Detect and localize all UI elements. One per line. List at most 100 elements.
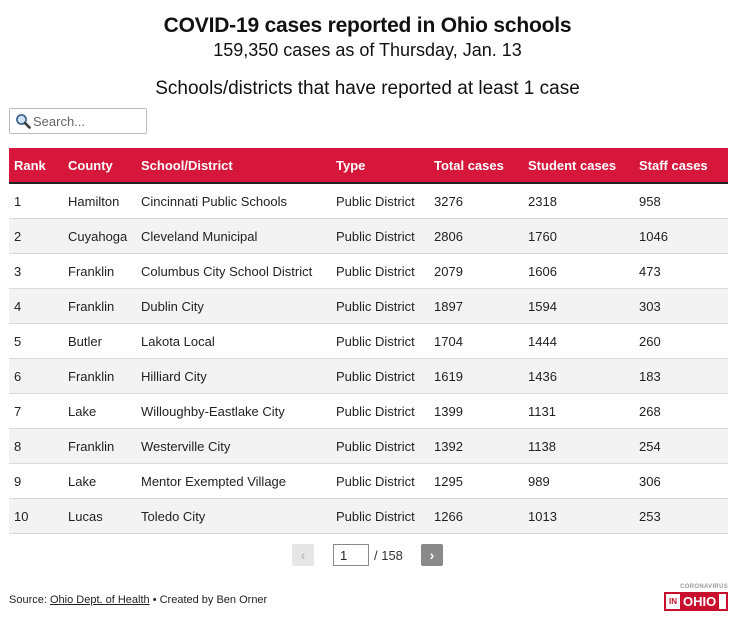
cell-total-cases: 1295 (429, 463, 523, 499)
page-total: / 158 (374, 547, 403, 563)
cell-total-cases: 1619 (429, 358, 523, 394)
table-row: 4 Franklin Dublin City Public District 1… (9, 288, 728, 324)
pagination: ‹ / 158 › (292, 543, 443, 567)
table-header-row: Rank County School/District Type Total c… (9, 148, 728, 184)
cell-staff-cases: 473 (634, 253, 728, 289)
cell-total-cases: 1704 (429, 323, 523, 359)
cell-school: Cleveland Municipal (136, 218, 331, 254)
cell-student-cases: 1131 (523, 393, 634, 429)
cell-staff-cases: 183 (634, 358, 728, 394)
cases-table: Rank County School/District Type Total c… (9, 148, 728, 534)
table-row: 1 Hamilton Cincinnati Public Schools Pub… (9, 183, 728, 219)
cell-student-cases: 989 (523, 463, 634, 499)
cell-student-cases: 1606 (523, 253, 634, 289)
table-row: 5 Butler Lakota Local Public District 17… (9, 323, 728, 359)
table-row: 2 Cuyahoga Cleveland Municipal Public Di… (9, 218, 728, 254)
table-row: 6 Franklin Hilliard City Public District… (9, 358, 728, 394)
cell-school: Lakota Local (136, 323, 331, 359)
cell-county: Hamilton (63, 183, 136, 219)
col-header-type[interactable]: Type (331, 148, 429, 184)
next-page-button[interactable]: › (420, 544, 443, 566)
cell-rank: 10 (9, 498, 63, 534)
col-header-county[interactable]: County (63, 148, 136, 184)
cell-county: Franklin (63, 358, 136, 394)
table-row: 3 Franklin Columbus City School District… (9, 253, 728, 289)
cell-county: Lake (63, 393, 136, 429)
cell-county: Franklin (63, 288, 136, 324)
col-header-rank[interactable]: Rank (9, 148, 63, 184)
cell-school: Willoughby-Eastlake City (136, 393, 331, 429)
cell-type: Public District (331, 323, 429, 359)
cell-school: Columbus City School District (136, 253, 331, 289)
cell-school: Hilliard City (136, 358, 331, 394)
cell-rank: 4 (9, 288, 63, 324)
cell-rank: 1 (9, 183, 63, 219)
cell-staff-cases: 958 (634, 183, 728, 219)
logo-box: IN OHIO (664, 592, 728, 611)
cell-rank: 7 (9, 393, 63, 429)
cell-school: Westerville City (136, 428, 331, 464)
table-row: 9 Lake Mentor Exempted Village Public Di… (9, 463, 728, 499)
cell-school: Mentor Exempted Village (136, 463, 331, 499)
search-input[interactable] (33, 113, 143, 129)
col-header-school[interactable]: School/District (136, 148, 331, 184)
credit-text: • Created by Ben Orner (149, 594, 268, 606)
logo-in-text: IN (669, 597, 677, 606)
source-link[interactable]: Ohio Dept. of Health (49, 594, 150, 606)
cell-type: Public District (331, 393, 429, 429)
page-title: COVID-19 cases reported in Ohio schools (163, 14, 572, 37)
page-subtitle: 159,350 cases as of Thursday, Jan. 13 (213, 40, 522, 60)
cell-rank: 6 (9, 358, 63, 394)
cell-student-cases: 1760 (523, 218, 634, 254)
cell-rank: 2 (9, 218, 63, 254)
cell-staff-cases: 260 (634, 323, 728, 359)
table-row: 10 Lucas Toledo City Public District 126… (9, 498, 728, 534)
table-row: 8 Franklin Westerville City Public Distr… (9, 428, 728, 464)
cell-student-cases: 1444 (523, 323, 634, 359)
prev-page-button[interactable]: ‹ (292, 544, 314, 566)
cell-type: Public District (331, 288, 429, 324)
cell-staff-cases: 254 (634, 428, 728, 464)
cell-total-cases: 1266 (429, 498, 523, 534)
cell-student-cases: 1594 (523, 288, 634, 324)
cell-student-cases: 1138 (523, 428, 634, 464)
cell-staff-cases: 253 (634, 498, 728, 534)
table-row: 7 Lake Willoughby-Eastlake City Public D… (9, 393, 728, 429)
cell-type: Public District (331, 253, 429, 289)
cell-county: Butler (63, 323, 136, 359)
cell-staff-cases: 306 (634, 463, 728, 499)
cell-school: Dublin City (136, 288, 331, 324)
footer: Source: Ohio Dept. of Health • Created b… (9, 594, 267, 606)
cell-type: Public District (331, 428, 429, 464)
page-number-input[interactable] (333, 544, 369, 566)
col-header-staff-cases[interactable]: Staff cases (634, 148, 728, 184)
cell-total-cases: 3276 (429, 183, 523, 219)
cell-total-cases: 1399 (429, 393, 523, 429)
cell-type: Public District (331, 498, 429, 534)
cell-county: Lucas (63, 498, 136, 534)
cell-type: Public District (331, 218, 429, 254)
cell-total-cases: 2806 (429, 218, 523, 254)
search-box[interactable] (9, 108, 147, 134)
cell-county: Franklin (63, 253, 136, 289)
section-title: Schools/districts that have reported at … (155, 78, 580, 99)
col-header-student-cases[interactable]: Student cases (523, 148, 634, 184)
cell-total-cases: 1897 (429, 288, 523, 324)
col-header-total-cases[interactable]: Total cases (429, 148, 523, 184)
cell-student-cases: 1436 (523, 358, 634, 394)
cell-county: Lake (63, 463, 136, 499)
cell-student-cases: 1013 (523, 498, 634, 534)
cell-rank: 3 (9, 253, 63, 289)
cell-rank: 5 (9, 323, 63, 359)
cell-school: Cincinnati Public Schools (136, 183, 331, 219)
cell-rank: 9 (9, 463, 63, 499)
cell-type: Public District (331, 358, 429, 394)
cell-county: Franklin (63, 428, 136, 464)
search-icon (16, 114, 31, 129)
cell-type: Public District (331, 183, 429, 219)
cell-staff-cases: 303 (634, 288, 728, 324)
logo-ohio-text: OHIO (680, 594, 720, 609)
cell-rank: 8 (9, 428, 63, 464)
cell-student-cases: 2318 (523, 183, 634, 219)
source-prefix: Source: (9, 594, 50, 606)
